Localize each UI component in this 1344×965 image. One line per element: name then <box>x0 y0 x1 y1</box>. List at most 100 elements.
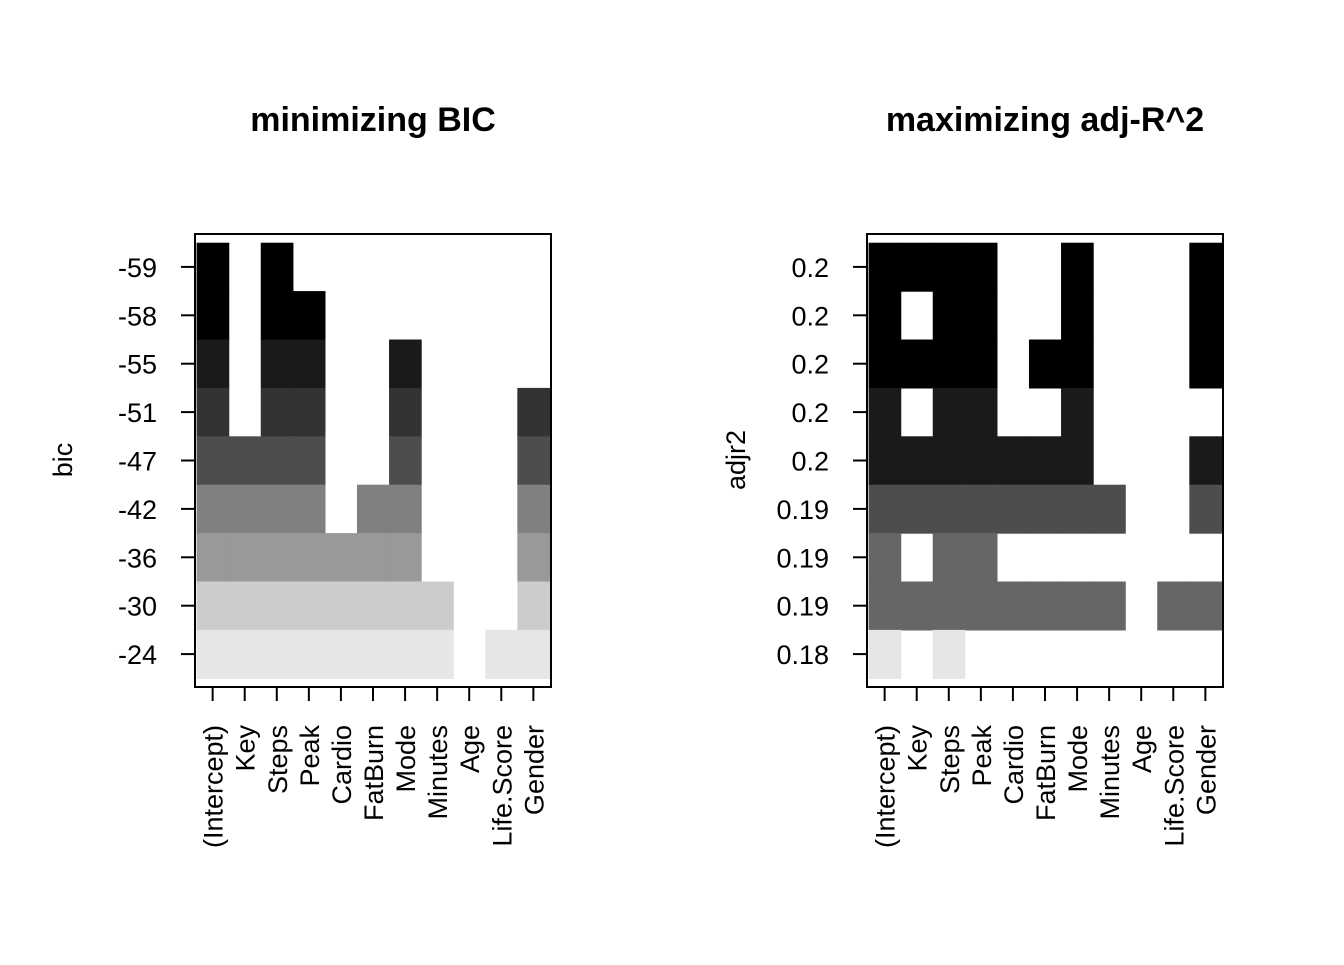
panel-adjr2-cell <box>868 533 902 583</box>
panel-adjr2-cell <box>900 339 934 389</box>
panel-bic-cell <box>196 436 230 486</box>
panel-adjr2-cell <box>1157 581 1190 631</box>
panel-adjr2-cell <box>1189 581 1222 631</box>
panel-adjr2-x-tick-label: FatBurn <box>1031 725 1061 821</box>
panel-adjr2-cell <box>900 242 934 292</box>
panel-adjr2-cell <box>932 533 966 583</box>
panel-adjr2-cell <box>1028 484 1062 534</box>
panel-adjr2-cell <box>1061 484 1094 534</box>
panel-bic-cell <box>292 339 326 389</box>
panel-bic-cell <box>292 436 326 486</box>
panel-adjr2-cell <box>868 581 902 631</box>
panel-bic-cell <box>260 436 294 486</box>
panel-bic-cell <box>196 387 230 437</box>
panel-adjr2-y-ticks: 0.2 0.2 0.2 0.2 0.2 0.19 0.19 0.19 0.18 <box>776 253 867 670</box>
panel-adjr2-cell <box>964 436 998 486</box>
panel-adjr2-cell <box>1061 291 1094 341</box>
panel-bic-cell <box>196 339 230 389</box>
panel-bic-x-tick-label: FatBurn <box>359 725 389 821</box>
panel-bic-cell <box>517 387 550 437</box>
panel-adjr2-cell <box>932 387 966 437</box>
panel-adjr2-cell <box>964 242 998 292</box>
panel-bic-cell <box>196 533 230 583</box>
panel-bic-cell <box>292 581 326 631</box>
panel-adjr2-y-tick-label: 0.18 <box>776 640 829 670</box>
panel-adjr2-cell <box>1061 339 1094 389</box>
panel-bic-cell <box>356 629 390 679</box>
panel-adjr2-x-tick-label: Cardio <box>999 725 1029 805</box>
panel-adjr2-cell <box>1189 242 1222 292</box>
panel-adjr2-cell <box>964 484 998 534</box>
panel-adjr2-y-tick-label: 0.2 <box>791 301 829 331</box>
panel-bic-cell <box>389 436 422 486</box>
panel-adjr2-cell <box>868 484 902 534</box>
panel-adjr2-cell <box>868 436 902 486</box>
panel-bic-title: minimizing BIC <box>250 101 496 139</box>
panel-bic-cell <box>356 533 390 583</box>
panel-bic-cell <box>196 484 230 534</box>
panel-adjr2-cell <box>868 629 902 679</box>
panel-bic-x-tick-label: Cardio <box>327 725 357 805</box>
panel-adjr2-cell <box>1189 291 1222 341</box>
panel-adjr2-cell <box>964 581 998 631</box>
panel-bic-y-tick-label: -51 <box>118 398 157 428</box>
panel-adjr2-y-tick-label: 0.2 <box>791 398 829 428</box>
panel-bic-cell <box>517 484 550 534</box>
panel-adjr2-cell <box>1061 581 1094 631</box>
panel-adjr2-cell <box>964 291 998 341</box>
panel-bic-cell <box>292 387 326 437</box>
panel-bic-cell <box>196 242 230 292</box>
panel-bic-x-tick-label: Steps <box>263 725 293 794</box>
panel-bic-cell <box>196 629 230 679</box>
panel-bic-cell <box>517 629 550 679</box>
panel-bic-cell <box>260 484 294 534</box>
panel-bic-cell <box>196 291 230 341</box>
panel-bic-cell <box>356 484 390 534</box>
panel-adjr2-y-tick-label: 0.2 <box>791 447 829 477</box>
panel-bic-cell <box>356 581 390 631</box>
panel-bic-x-tick-label: Life.Score <box>487 725 517 847</box>
panel-adjr2-cell <box>932 339 966 389</box>
panel-bic-cell <box>324 629 358 679</box>
panel-adjr2-frame <box>866 233 1224 688</box>
panel-bic-x-tick-label: Mode <box>391 725 421 793</box>
panel-adjr2-x-tick-label: Mode <box>1063 725 1093 793</box>
panel-bic-cell <box>260 387 294 437</box>
panel-adjr2-cell <box>1189 484 1222 534</box>
panel-bic-x-tick-label: Key <box>231 725 261 772</box>
panel-bic-cell <box>228 629 262 679</box>
panel-adjr2-cell <box>1028 436 1062 486</box>
panel-adjr2-x-tick-label: Peak <box>967 725 997 787</box>
panel-adjr2-cell <box>932 242 966 292</box>
panel-adjr2-x-tick-label: (Intercept) <box>871 725 901 848</box>
panel-adjr2-y-tick-label: 0.2 <box>791 253 829 283</box>
panel-bic-frame <box>194 233 552 688</box>
panel-bic-y-tick-label: -24 <box>118 640 157 670</box>
panel-adjr2-cell <box>1093 484 1126 534</box>
panel-bic-x-tick-label: Age <box>455 725 485 773</box>
panel-bic-y-tick-label: -47 <box>118 447 157 477</box>
panel-adjr2-cell <box>1028 339 1062 389</box>
panel-bic-cell <box>260 629 294 679</box>
panel-bic-cell <box>389 387 422 437</box>
panel-adjr2-cell <box>964 387 998 437</box>
panel-adjr2-cell <box>868 387 902 437</box>
panel-bic-cell <box>389 533 422 583</box>
panel-bic-cells <box>196 242 550 679</box>
panel-bic-cell <box>421 581 454 631</box>
panel-adjr2-cell <box>932 291 966 341</box>
panel-adjr2-cell <box>868 339 902 389</box>
panel-adjr2-cell <box>868 291 902 341</box>
panel-adjr2-cell <box>964 339 998 389</box>
panel-adjr2-cell <box>996 436 1030 486</box>
panel-bic-cell <box>517 533 550 583</box>
panel-adjr2-y-axis-label: adjr2 <box>721 430 751 490</box>
panel-bic-x-ticks: (Intercept) Key Steps Peak Cardio FatBurn Mode… <box>199 687 549 848</box>
panel-bic-y-ticks: -59 -58 -55 -51 -47 -42 -36 -30 -24 <box>118 253 195 670</box>
panel-bic-cell <box>421 629 454 679</box>
panel-adjr2-cell <box>1061 387 1094 437</box>
panel-bic-cell <box>517 436 550 486</box>
panel-bic: minimizing BIC bic -59 -58 -55 -51 -47 -42 -36… <box>48 101 552 848</box>
panel-adjr2-x-tick-label: Steps <box>935 725 965 794</box>
